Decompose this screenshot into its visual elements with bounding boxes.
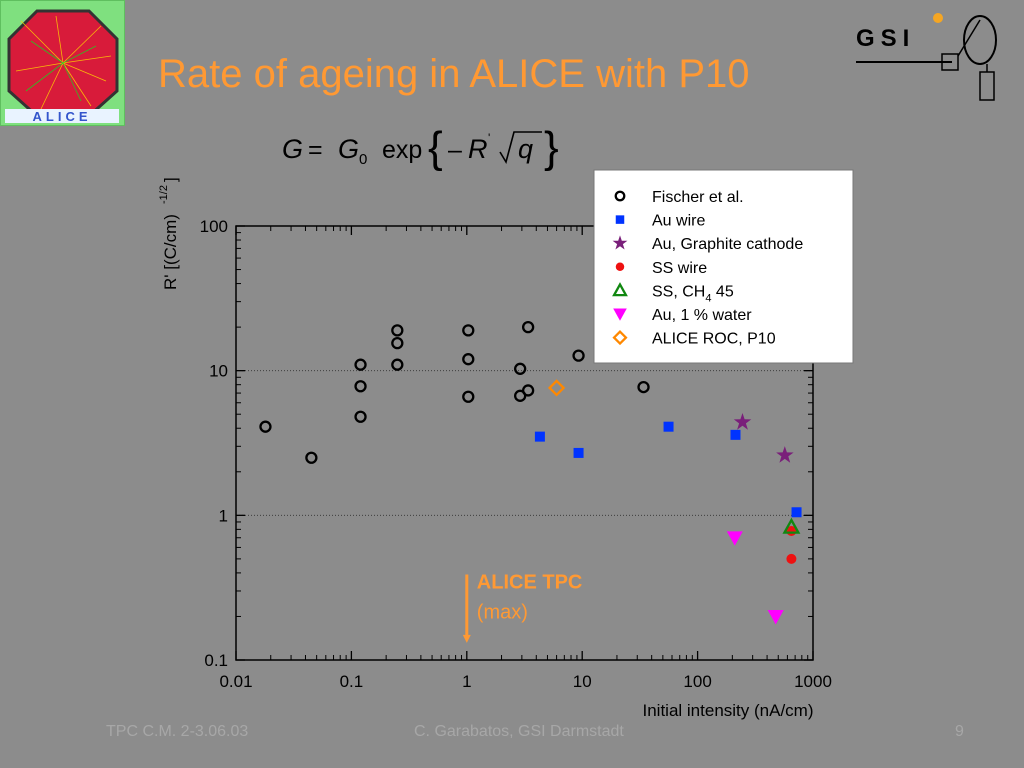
data-points	[259, 320, 802, 625]
legend-label: Au, Graphite cathode	[652, 236, 803, 253]
slide-title: Rate of ageing in ALICE with P10	[158, 52, 750, 96]
y-tick-label: 0.1	[204, 651, 228, 670]
legend-label: ALICE ROC, P10	[652, 331, 776, 348]
gsi-logo-text: GSI	[856, 25, 915, 52]
data-point	[733, 413, 752, 430]
annotation-arrow-head	[462, 634, 471, 643]
svg-text:}: }	[544, 123, 559, 172]
data-point	[391, 324, 404, 337]
svg-text:=: =	[308, 136, 323, 164]
legend-marker	[615, 262, 625, 272]
y-tick-label: 100	[200, 217, 228, 236]
legend-label: Au, 1 % water	[652, 307, 752, 324]
data-point	[791, 507, 802, 518]
data-point	[637, 380, 650, 394]
svg-text:R' [(C/cm): R' [(C/cm)	[161, 214, 180, 290]
plot-area	[235, 225, 814, 661]
svg-text:{: {	[428, 123, 443, 172]
svg-text:G: G	[338, 134, 359, 164]
svg-text:G: G	[282, 134, 303, 164]
gsi-logo: GSI	[852, 10, 1020, 105]
data-point	[259, 420, 272, 433]
footer-page-number: 9	[955, 723, 964, 740]
x-tick-label: 0.1	[340, 672, 364, 691]
data-point	[767, 610, 784, 625]
x-axis-label: Initial intensity (nA/cm)	[643, 701, 814, 720]
data-point	[354, 358, 367, 371]
data-point	[776, 446, 794, 463]
data-point	[521, 384, 535, 397]
legend-marker	[614, 190, 626, 202]
data-point	[462, 390, 475, 403]
alice-logo: ALICE	[0, 0, 125, 126]
footer-date: TPC C.M. 2-3.06.03	[106, 723, 249, 740]
annotation-label: ALICE TPC	[477, 571, 583, 593]
legend: Fischer et al. Au wire Au, Graphite cathod…	[593, 169, 854, 364]
legend-label: Au wire	[652, 213, 705, 230]
x-tick-label: 10	[573, 672, 592, 691]
svg-text:]: ]	[161, 177, 180, 182]
data-point	[354, 410, 367, 423]
data-point	[514, 362, 527, 375]
data-point	[782, 517, 801, 534]
data-point	[573, 447, 584, 458]
legend-marker	[613, 308, 627, 321]
data-point	[726, 531, 743, 546]
svg-text:0: 0	[359, 151, 367, 168]
legend-marker	[612, 282, 628, 297]
ageing-formula: G = G 0 exp { – R ' q }	[278, 118, 578, 176]
data-point	[547, 379, 566, 397]
alice-tpc-annotation: ALICE TPC (max)	[462, 571, 583, 643]
svg-text:–: –	[448, 136, 462, 164]
x-tick-label: 1000	[794, 672, 832, 691]
alice-logo-text: ALICE	[33, 109, 92, 124]
y-tick-label: 10	[209, 362, 228, 381]
svg-text:-1/2: -1/2	[158, 185, 170, 204]
y-tick-label: 1	[219, 506, 228, 525]
data-point	[521, 320, 535, 334]
footer-author: C. Garabatos, GSI Darmstadt	[414, 723, 624, 740]
legend-label: SS, CH4 45	[652, 283, 734, 304]
svg-text:R: R	[468, 134, 488, 164]
data-point	[462, 353, 475, 366]
data-point	[663, 421, 674, 432]
data-point	[730, 429, 741, 440]
x-tick-label: 1	[462, 672, 471, 691]
data-point	[786, 553, 797, 564]
legend-marker	[615, 215, 625, 224]
data-point	[462, 324, 475, 337]
legend-marker	[612, 330, 628, 346]
legend-marker	[612, 235, 628, 250]
data-point	[354, 380, 367, 393]
svg-text:q: q	[518, 134, 533, 164]
data-point	[391, 336, 404, 350]
data-point	[534, 431, 545, 442]
legend-label: Fischer et al.	[652, 189, 744, 206]
annotation-label: (max)	[477, 601, 528, 623]
tick-labels: 0.1 1 10 100 0.01 0.1 1 10 100 1000	[200, 217, 832, 691]
x-tick-label: 100	[683, 672, 711, 691]
svg-text:exp: exp	[382, 136, 422, 164]
svg-text:': '	[488, 131, 490, 145]
x-tick-label: 0.01	[219, 672, 252, 691]
data-point	[572, 349, 585, 362]
legend-label: SS wire	[652, 260, 707, 277]
y-axis-label: R' [(C/cm) -1/2 ]	[158, 130, 189, 290]
data-point	[305, 451, 318, 464]
data-point	[514, 389, 527, 402]
data-point	[391, 358, 404, 371]
